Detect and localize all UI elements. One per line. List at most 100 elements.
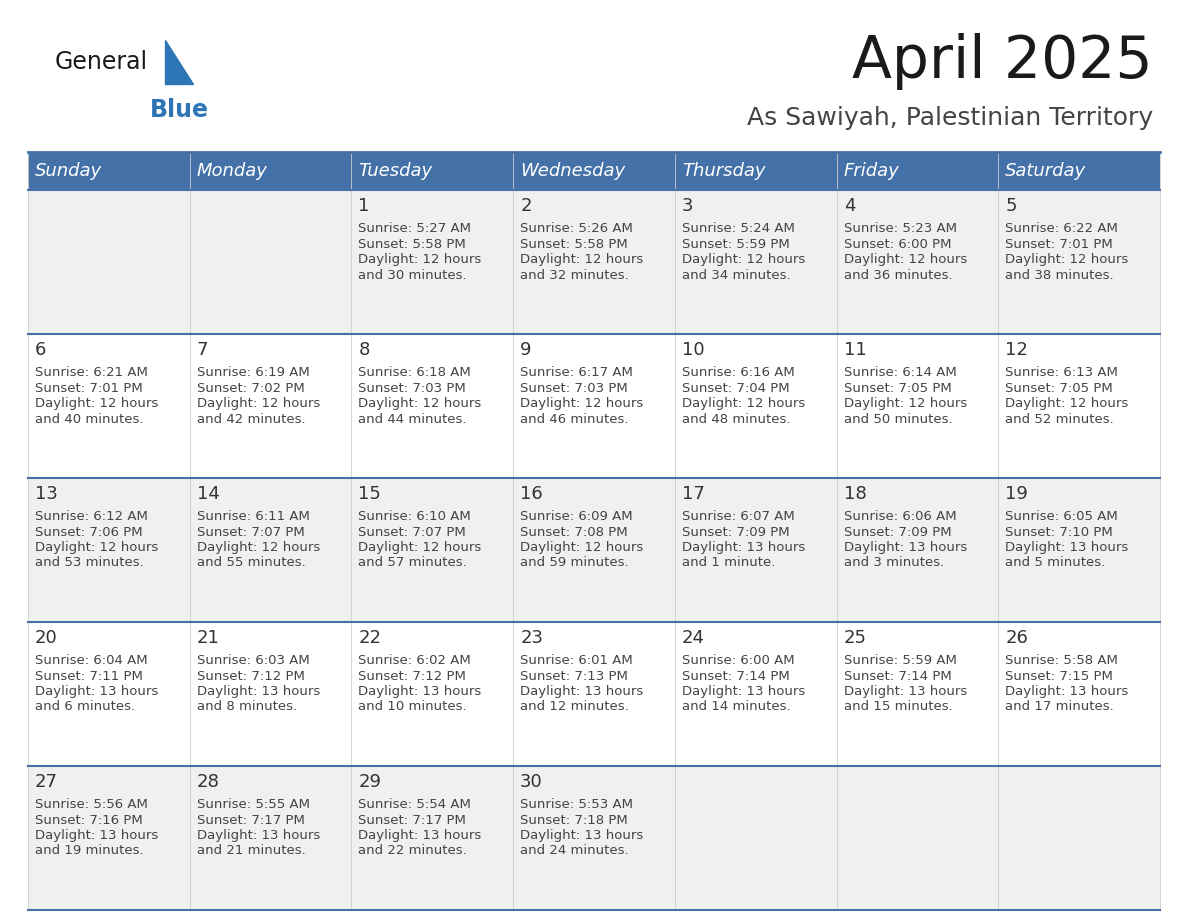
Text: Sunset: 6:00 PM: Sunset: 6:00 PM [843, 238, 952, 251]
Text: Sunset: 7:17 PM: Sunset: 7:17 PM [359, 813, 467, 826]
Bar [29, 622, 1159, 766]
Text: 2: 2 [520, 197, 532, 215]
Text: Sunrise: 5:24 AM: Sunrise: 5:24 AM [682, 222, 795, 235]
Text: Sunrise: 6:02 AM: Sunrise: 6:02 AM [359, 654, 472, 667]
Text: 22: 22 [359, 629, 381, 647]
Text: 16: 16 [520, 485, 543, 503]
Text: and 19 minutes.: and 19 minutes. [34, 845, 144, 857]
Text: As Sawiyah, Palestinian Territory: As Sawiyah, Palestinian Territory [747, 106, 1154, 130]
Text: Sunday: Sunday [34, 162, 102, 180]
Text: Daylight: 13 hours: Daylight: 13 hours [843, 541, 967, 554]
Text: and 38 minutes.: and 38 minutes. [1005, 268, 1114, 282]
Text: 13: 13 [34, 485, 58, 503]
Text: 29: 29 [359, 773, 381, 791]
Text: Sunrise: 5:23 AM: Sunrise: 5:23 AM [843, 222, 956, 235]
Text: Daylight: 12 hours: Daylight: 12 hours [843, 397, 967, 410]
Text: Sunrise: 6:18 AM: Sunrise: 6:18 AM [359, 366, 472, 379]
Text: 17: 17 [682, 485, 704, 503]
Text: and 10 minutes.: and 10 minutes. [359, 700, 467, 713]
Bar [29, 478, 1159, 622]
Text: Sunset: 7:16 PM: Sunset: 7:16 PM [34, 813, 143, 826]
Text: Sunrise: 6:00 AM: Sunrise: 6:00 AM [682, 654, 795, 667]
Text: and 50 minutes.: and 50 minutes. [843, 412, 953, 426]
Text: 28: 28 [197, 773, 220, 791]
Text: Sunrise: 6:06 AM: Sunrise: 6:06 AM [843, 510, 956, 523]
Text: and 44 minutes.: and 44 minutes. [359, 412, 467, 426]
Text: Sunset: 7:05 PM: Sunset: 7:05 PM [843, 382, 952, 395]
Text: 10: 10 [682, 341, 704, 359]
Text: Sunset: 7:15 PM: Sunset: 7:15 PM [1005, 669, 1113, 682]
Text: Daylight: 12 hours: Daylight: 12 hours [682, 397, 805, 410]
Text: 14: 14 [197, 485, 220, 503]
Text: 24: 24 [682, 629, 704, 647]
Text: Daylight: 12 hours: Daylight: 12 hours [197, 397, 320, 410]
Text: Sunset: 7:08 PM: Sunset: 7:08 PM [520, 525, 627, 539]
Text: Daylight: 13 hours: Daylight: 13 hours [843, 685, 967, 698]
Text: April 2025: April 2025 [852, 33, 1154, 91]
Text: and 36 minutes.: and 36 minutes. [843, 268, 953, 282]
Text: Sunrise: 6:01 AM: Sunrise: 6:01 AM [520, 654, 633, 667]
Text: General: General [55, 50, 148, 74]
Text: and 8 minutes.: and 8 minutes. [197, 700, 297, 713]
Text: Daylight: 13 hours: Daylight: 13 hours [34, 685, 158, 698]
Text: and 15 minutes.: and 15 minutes. [843, 700, 953, 713]
Bar [29, 334, 1159, 478]
Text: Daylight: 12 hours: Daylight: 12 hours [359, 253, 481, 266]
Text: Tuesday: Tuesday [359, 162, 432, 180]
Text: Daylight: 13 hours: Daylight: 13 hours [197, 685, 320, 698]
Text: and 12 minutes.: and 12 minutes. [520, 700, 628, 713]
Text: Sunset: 7:17 PM: Sunset: 7:17 PM [197, 813, 304, 826]
Text: 20: 20 [34, 629, 58, 647]
Text: 19: 19 [1005, 485, 1028, 503]
Text: Friday: Friday [843, 162, 899, 180]
Text: Sunrise: 6:19 AM: Sunrise: 6:19 AM [197, 366, 309, 379]
Text: Sunset: 7:06 PM: Sunset: 7:06 PM [34, 525, 143, 539]
Text: Sunrise: 6:16 AM: Sunrise: 6:16 AM [682, 366, 795, 379]
Text: Sunrise: 6:13 AM: Sunrise: 6:13 AM [1005, 366, 1118, 379]
Text: Sunrise: 6:17 AM: Sunrise: 6:17 AM [520, 366, 633, 379]
Text: Sunrise: 5:58 AM: Sunrise: 5:58 AM [1005, 654, 1118, 667]
Text: and 52 minutes.: and 52 minutes. [1005, 412, 1114, 426]
Text: and 21 minutes.: and 21 minutes. [197, 845, 305, 857]
Text: 18: 18 [843, 485, 866, 503]
Text: Sunset: 7:12 PM: Sunset: 7:12 PM [359, 669, 467, 682]
Text: Sunset: 7:14 PM: Sunset: 7:14 PM [682, 669, 790, 682]
Text: 30: 30 [520, 773, 543, 791]
Text: 26: 26 [1005, 629, 1028, 647]
Text: and 30 minutes.: and 30 minutes. [359, 268, 467, 282]
Text: Daylight: 12 hours: Daylight: 12 hours [34, 541, 158, 554]
Text: Sunrise: 6:10 AM: Sunrise: 6:10 AM [359, 510, 472, 523]
Text: and 32 minutes.: and 32 minutes. [520, 268, 628, 282]
Text: and 5 minutes.: and 5 minutes. [1005, 556, 1106, 569]
Text: Daylight: 12 hours: Daylight: 12 hours [359, 397, 481, 410]
Text: Daylight: 12 hours: Daylight: 12 hours [843, 253, 967, 266]
Text: 11: 11 [843, 341, 866, 359]
Text: and 46 minutes.: and 46 minutes. [520, 412, 628, 426]
Text: Sunset: 7:04 PM: Sunset: 7:04 PM [682, 382, 790, 395]
Text: Sunset: 7:05 PM: Sunset: 7:05 PM [1005, 382, 1113, 395]
Text: Thursday: Thursday [682, 162, 765, 180]
Text: Daylight: 13 hours: Daylight: 13 hours [1005, 541, 1129, 554]
Text: and 22 minutes.: and 22 minutes. [359, 845, 467, 857]
Text: 5: 5 [1005, 197, 1017, 215]
Text: Sunrise: 5:27 AM: Sunrise: 5:27 AM [359, 222, 472, 235]
Text: Daylight: 12 hours: Daylight: 12 hours [520, 397, 644, 410]
Text: Sunset: 7:07 PM: Sunset: 7:07 PM [197, 525, 304, 539]
Text: Daylight: 13 hours: Daylight: 13 hours [520, 829, 644, 842]
Text: Sunrise: 5:54 AM: Sunrise: 5:54 AM [359, 798, 472, 811]
Text: Daylight: 12 hours: Daylight: 12 hours [359, 541, 481, 554]
Polygon shape [165, 40, 192, 84]
Text: and 53 minutes.: and 53 minutes. [34, 556, 144, 569]
Text: Sunset: 5:59 PM: Sunset: 5:59 PM [682, 238, 790, 251]
Text: Sunset: 7:01 PM: Sunset: 7:01 PM [34, 382, 143, 395]
Text: Sunset: 7:07 PM: Sunset: 7:07 PM [359, 525, 466, 539]
Text: Sunrise: 6:22 AM: Sunrise: 6:22 AM [1005, 222, 1118, 235]
Text: and 3 minutes.: and 3 minutes. [843, 556, 943, 569]
Text: 9: 9 [520, 341, 532, 359]
Text: Sunrise: 6:14 AM: Sunrise: 6:14 AM [843, 366, 956, 379]
Text: 27: 27 [34, 773, 58, 791]
Text: Daylight: 12 hours: Daylight: 12 hours [520, 541, 644, 554]
Text: and 55 minutes.: and 55 minutes. [197, 556, 305, 569]
Text: 1: 1 [359, 197, 369, 215]
Text: and 17 minutes.: and 17 minutes. [1005, 700, 1114, 713]
